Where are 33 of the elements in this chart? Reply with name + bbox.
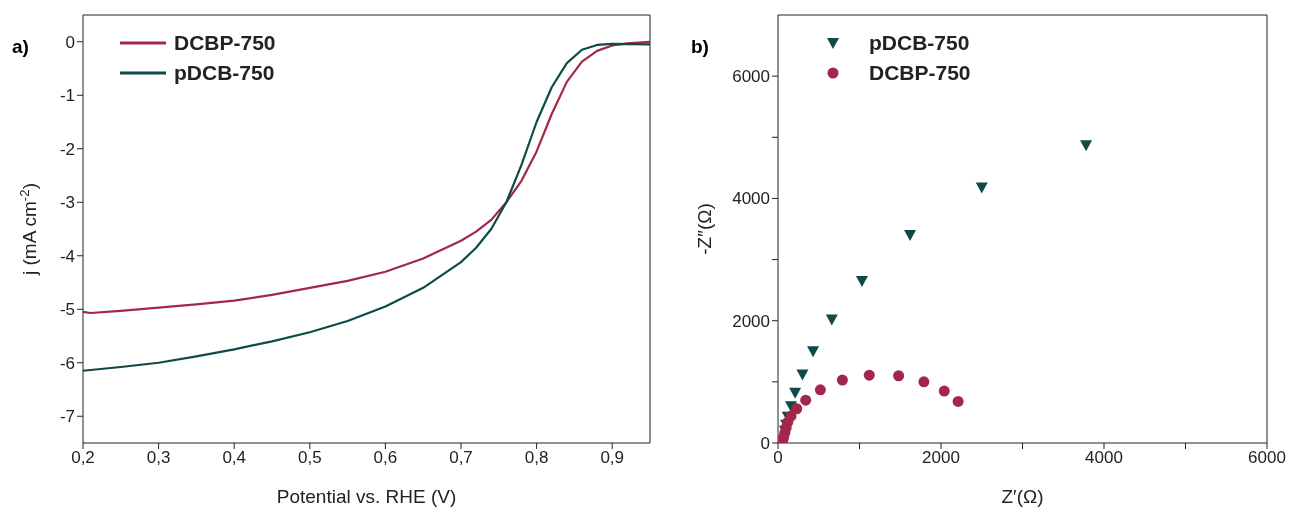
x-tick-label: 0,8 — [524, 448, 549, 468]
legend-label: DCBP-750 — [174, 31, 276, 55]
y-tick-label: -1 — [59, 86, 75, 106]
y-tick-label: 0 — [760, 434, 770, 454]
x-tick-label: 0,5 — [297, 448, 322, 468]
x-tick-label: 0,6 — [373, 448, 398, 468]
text: a) — [12, 36, 29, 58]
x-tick-label: 0,9 — [600, 448, 625, 468]
x-axis-title: Z′(Ω) — [1001, 486, 1044, 507]
x-tick-label: 0 — [773, 448, 783, 468]
x-tick-label: 4000 — [1085, 448, 1123, 468]
x-tick-label: 6000 — [1248, 448, 1286, 468]
x-axis-title: Potential vs. RHE (V) — [276, 486, 457, 507]
y-axis-title: -Z″(Ω) — [694, 203, 715, 255]
x-tick-label: 0,7 — [449, 448, 473, 468]
y-tick-label: -5 — [59, 300, 75, 320]
x-tick-label: 0,4 — [222, 448, 247, 468]
y-tick-label: -4 — [59, 246, 75, 266]
legend-label: pDCB-750 — [869, 31, 970, 55]
y-tick-label: 6000 — [732, 67, 770, 87]
legend-label: DCBP-750 — [869, 61, 971, 85]
y-tick-label: 4000 — [732, 189, 770, 209]
x-tick-label: 2000 — [922, 448, 960, 468]
y-tick-label: 2000 — [732, 311, 770, 331]
y-tick-label: -3 — [59, 193, 75, 213]
y-tick-label: 0 — [65, 32, 75, 52]
x-tick-label: 0,2 — [71, 448, 95, 468]
text: b) — [691, 36, 709, 58]
y-tick-label: -6 — [59, 353, 75, 373]
legend-label: pDCB-750 — [174, 61, 275, 85]
y-tick-label: -7 — [59, 407, 75, 427]
y-tick-label: -2 — [59, 139, 75, 159]
x-tick-label: 0,3 — [146, 448, 171, 468]
